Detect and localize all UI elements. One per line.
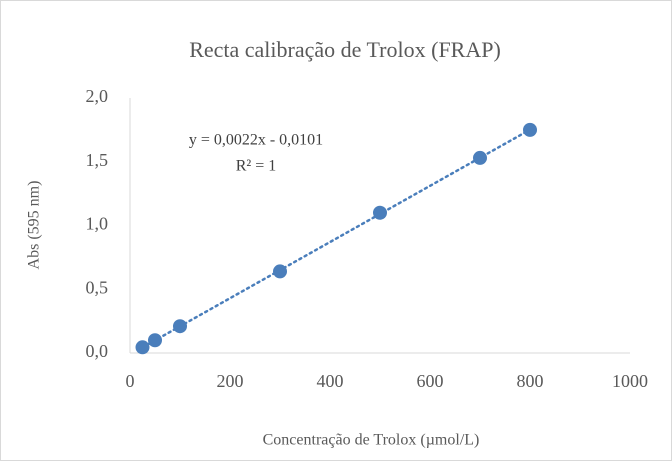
equation: y = 0,0022x - 0,0101 xyxy=(189,132,323,149)
data-point xyxy=(273,264,287,279)
y-axis-label: Abs (595 nm) xyxy=(26,181,43,270)
x-tick-label: 0 xyxy=(126,371,135,391)
y-tick-label: 1,0 xyxy=(86,214,109,234)
data-point xyxy=(473,150,487,165)
data-point xyxy=(148,333,162,348)
x-tick-label: 1000 xyxy=(612,371,648,391)
data-point xyxy=(373,205,387,220)
data-point xyxy=(135,340,150,355)
y-tick-label: 2,0 xyxy=(86,86,109,106)
x-tick-label: 600 xyxy=(417,371,444,391)
y-tick-label: 1,5 xyxy=(86,150,109,170)
data-point xyxy=(523,122,537,137)
x-tick-label: 200 xyxy=(217,371,244,391)
trendline xyxy=(141,128,532,349)
y-tick-label: 0,0 xyxy=(86,341,109,361)
y-tick-label: 0,5 xyxy=(86,277,109,297)
chart-title: Recta calibração de Trolox (FRAP) xyxy=(189,37,501,62)
x-tick-label: 800 xyxy=(517,371,544,391)
x-tick-label: 400 xyxy=(317,371,344,391)
r-squared: R² = 1 xyxy=(236,158,277,175)
data-point xyxy=(173,319,187,334)
x-axis-label: Concentração de Trolox (µmol/L) xyxy=(263,432,480,449)
